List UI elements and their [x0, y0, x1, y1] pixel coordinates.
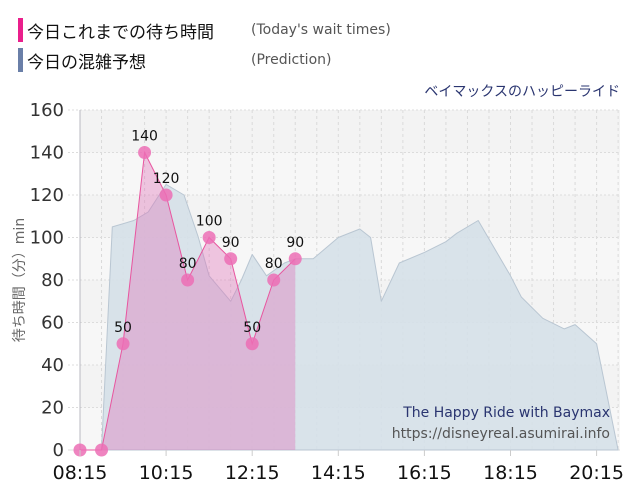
- legend-prediction: 今日の混雑予想 (Prediction): [18, 48, 332, 73]
- y-tick-label: 140: [30, 143, 64, 164]
- data-point-label: 50: [243, 320, 261, 336]
- watermark-title: The Happy Ride with Baymax: [403, 405, 610, 421]
- y-tick-label: 80: [41, 270, 64, 291]
- y-tick-label: 40: [41, 355, 64, 376]
- y-tick-label: 20: [41, 398, 64, 419]
- chart-subtitle: ベイマックスのハッピーライド: [424, 84, 620, 100]
- legend-swatch-actual: [18, 18, 23, 42]
- y-tick-label: 160: [30, 100, 64, 121]
- data-point-label: 90: [222, 235, 240, 251]
- data-point-marker[interactable]: [116, 337, 130, 351]
- data-point-marker[interactable]: [181, 273, 195, 287]
- x-tick-label: 12:15: [225, 462, 280, 484]
- data-point-marker[interactable]: [267, 273, 281, 287]
- y-tick-label: 100: [30, 228, 64, 249]
- data-point-label: 80: [179, 256, 197, 272]
- legend-swatch-prediction: [18, 48, 23, 72]
- data-point-marker[interactable]: [224, 252, 238, 266]
- x-tick-label: 20:15: [569, 462, 624, 484]
- legend-prediction-label-jp: 今日の混雑予想: [27, 52, 146, 73]
- data-point-label: 140: [131, 129, 158, 145]
- data-point-marker[interactable]: [288, 252, 302, 266]
- y-axis-label: 待ち時間（分）min: [12, 218, 28, 342]
- plot-band: [80, 110, 620, 153]
- data-point-marker[interactable]: [95, 443, 109, 457]
- data-point-label: 120: [153, 171, 180, 187]
- y-tick-label: 120: [30, 185, 64, 206]
- data-point-marker[interactable]: [159, 188, 173, 202]
- data-point-label: 90: [286, 235, 304, 251]
- legend-actual: 今日これまでの待ち時間 (Today's wait times): [18, 18, 391, 43]
- legend-actual-label-en: (Today's wait times): [251, 22, 391, 38]
- watermark-url: https://disneyreal.asumirai.info: [391, 426, 610, 442]
- data-point-marker[interactable]: [202, 231, 216, 244]
- x-tick-label: 08:15: [53, 462, 108, 484]
- x-tick-label: 10:15: [139, 462, 194, 484]
- actual-area: [80, 152, 296, 450]
- legend-prediction-label-en: (Prediction): [251, 52, 332, 68]
- data-point-label: 80: [265, 256, 283, 272]
- data-point-marker[interactable]: [245, 337, 259, 351]
- data-point-marker[interactable]: [138, 146, 152, 159]
- prediction-area: [79, 183, 619, 451]
- x-tick-label: 16:15: [397, 462, 452, 484]
- y-tick-label: 60: [41, 313, 64, 334]
- data-point-label: 100: [196, 214, 223, 230]
- x-tick-label: 14:15: [311, 462, 366, 484]
- legend-actual-label-jp: 今日これまでの待ち時間: [27, 22, 214, 43]
- y-tick-label: 0: [53, 440, 64, 461]
- x-tick-label: 18:15: [483, 462, 538, 484]
- data-point-label: 50: [114, 320, 132, 336]
